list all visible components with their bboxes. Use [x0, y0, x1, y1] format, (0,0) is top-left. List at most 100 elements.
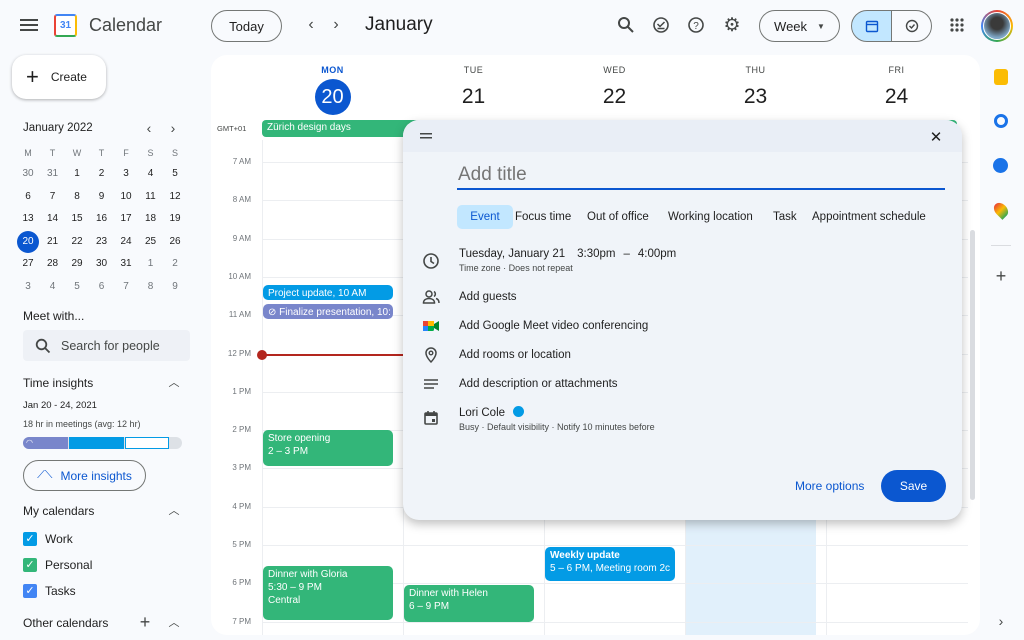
event-type-tab[interactable]: Working location — [668, 211, 753, 223]
add-guests[interactable]: Add guests — [459, 291, 517, 303]
mini-day[interactable]: 8 — [147, 280, 154, 292]
scrollbar[interactable] — [970, 230, 975, 500]
mini-day[interactable]: 31 — [46, 168, 59, 179]
mini-next-button[interactable]: › — [170, 120, 176, 136]
save-button[interactable]: Save — [881, 470, 946, 502]
mini-day[interactable]: 15 — [71, 213, 83, 224]
event-type-tab[interactable]: Event — [457, 205, 513, 229]
more-options-button[interactable]: More options — [795, 479, 865, 493]
mini-day[interactable]: 5 — [172, 168, 178, 179]
tasks-icon[interactable] — [994, 114, 1008, 128]
dialog-drag-bar[interactable] — [403, 120, 962, 152]
settings-icon[interactable]: ⚙ — [723, 14, 741, 36]
mini-day[interactable]: 25 — [144, 235, 157, 247]
mini-day[interactable]: 16 — [95, 213, 108, 224]
create-button[interactable]: + Create — [12, 55, 106, 99]
mini-day[interactable]: 31 — [120, 258, 132, 269]
menu-icon[interactable] — [18, 14, 40, 36]
mini-day[interactable]: 24 — [120, 235, 132, 247]
timezone-repeat-link[interactable]: Time zone · Does not repeat — [459, 263, 573, 273]
mini-day[interactable]: 1 — [74, 168, 80, 179]
avatar[interactable] — [981, 10, 1013, 42]
mini-day[interactable]: 23 — [95, 235, 108, 247]
mini-prev-button[interactable]: ‹ — [146, 120, 152, 136]
mini-day[interactable]: 21 — [46, 235, 59, 247]
mini-day[interactable]: 30 — [95, 258, 108, 269]
today-button[interactable]: Today — [211, 10, 282, 42]
calendar-checkbox[interactable]: ✓ — [23, 558, 37, 572]
mini-day[interactable]: 9 — [98, 190, 105, 202]
mini-day[interactable]: 10 — [120, 190, 132, 202]
event-datetime[interactable]: Tuesday, January 21 3:30pm –4:00pm Time zon… — [459, 248, 676, 273]
event-type-tab[interactable]: Task — [773, 211, 797, 223]
date-field[interactable]: Tuesday, January 21 — [459, 248, 566, 260]
event-type-tab[interactable]: Focus time — [515, 211, 572, 223]
more-insights-button[interactable]: ⟋⟍ More insights — [23, 460, 146, 491]
mini-day[interactable]: 5 — [74, 280, 80, 292]
mini-day[interactable]: 6 — [25, 190, 31, 202]
mini-day[interactable]: 7 — [49, 190, 56, 202]
day-header[interactable]: TUE 21 — [461, 65, 486, 108]
mini-day[interactable]: 20 — [17, 230, 39, 253]
calendar-event[interactable]: Store opening 2 – 3 PM — [263, 430, 393, 467]
collapse-my-calendars-icon[interactable]: ︿ — [168, 505, 180, 517]
contacts-icon[interactable] — [993, 158, 1008, 173]
start-time-field[interactable]: 3:30pm — [577, 248, 616, 260]
mini-day[interactable]: 9 — [172, 280, 178, 292]
mini-day[interactable]: 22 — [71, 235, 83, 247]
add-location[interactable]: Add rooms or location — [459, 349, 571, 361]
calendar-view-toggle[interactable] — [851, 10, 892, 42]
apps-icon[interactable] — [947, 15, 967, 35]
calendar-owner[interactable]: Lori Cole Busy · Default visibility · Not… — [459, 406, 655, 432]
next-week-button[interactable]: › — [333, 16, 339, 33]
mini-day[interactable]: 18 — [144, 213, 157, 224]
mini-day[interactable]: 3 — [123, 168, 129, 179]
mini-day[interactable]: 30 — [22, 168, 34, 179]
keep-icon[interactable] — [994, 69, 1008, 85]
close-icon[interactable]: ✕ — [929, 129, 943, 146]
day-header[interactable]: THU 23 — [743, 65, 768, 108]
calendar-event[interactable]: Dinner with Gloria 5:30 – 9 PM Central — [263, 566, 393, 620]
mini-day[interactable]: 12 — [169, 190, 181, 202]
add-meet[interactable]: Add Google Meet video conferencing — [459, 320, 649, 332]
help-icon[interactable]: ? — [686, 15, 706, 35]
drag-handle-icon[interactable] — [419, 130, 433, 142]
tasks-done-icon[interactable] — [651, 15, 671, 35]
mini-day[interactable]: 14 — [46, 213, 59, 224]
mini-day[interactable]: 19 — [169, 213, 181, 224]
tasks-view-toggle[interactable] — [891, 10, 932, 42]
mini-day[interactable]: 3 — [25, 280, 31, 292]
end-time-field[interactable]: 4:00pm — [637, 248, 677, 260]
expand-panel-icon[interactable]: › — [998, 613, 1004, 629]
mini-day[interactable]: 17 — [120, 213, 132, 224]
mini-day[interactable]: 13 — [22, 213, 34, 224]
event-type-tab[interactable]: Out of office — [587, 211, 649, 223]
mini-day[interactable]: 2 — [98, 168, 105, 179]
calendar-event[interactable]: Project update, 10 AM — [263, 284, 393, 300]
day-header[interactable]: MON 20 — [262, 65, 403, 115]
event-type-tab[interactable]: Appointment schedule — [812, 211, 926, 223]
prev-week-button[interactable]: ‹ — [308, 16, 314, 33]
add-addon-icon[interactable]: + — [995, 265, 1007, 286]
collapse-insights-icon[interactable]: ︿ — [168, 377, 180, 389]
mini-day[interactable]: 2 — [172, 258, 178, 269]
mini-day[interactable]: 4 — [49, 280, 56, 292]
mini-day[interactable]: 11 — [145, 190, 156, 202]
mini-day[interactable]: 1 — [147, 258, 154, 269]
day-header[interactable]: FRI 24 — [884, 65, 909, 108]
calendar-event[interactable]: ⊘ Finalize presentation, 10: — [263, 303, 393, 319]
view-selector[interactable]: Week ▼ — [759, 10, 840, 42]
search-people-input[interactable]: Search for people — [23, 330, 190, 361]
mini-day[interactable]: 29 — [71, 258, 83, 269]
calendar-checkbox[interactable]: ✓ — [23, 584, 37, 598]
mini-day[interactable]: 8 — [74, 190, 80, 202]
mini-day[interactable]: 26 — [169, 235, 181, 247]
calendar-event[interactable]: Dinner with Helen 6 – 9 PM — [404, 585, 534, 622]
calendar-event[interactable]: Weekly update 5 – 6 PM, Meeting room 2c — [545, 546, 675, 582]
day-header[interactable]: WED 22 — [602, 65, 627, 108]
add-calendar-icon[interactable]: + — [139, 611, 151, 632]
mini-day[interactable]: 6 — [98, 280, 105, 292]
mini-day[interactable]: 28 — [46, 258, 59, 269]
search-icon[interactable] — [616, 15, 636, 35]
mini-day[interactable]: 7 — [123, 280, 129, 292]
